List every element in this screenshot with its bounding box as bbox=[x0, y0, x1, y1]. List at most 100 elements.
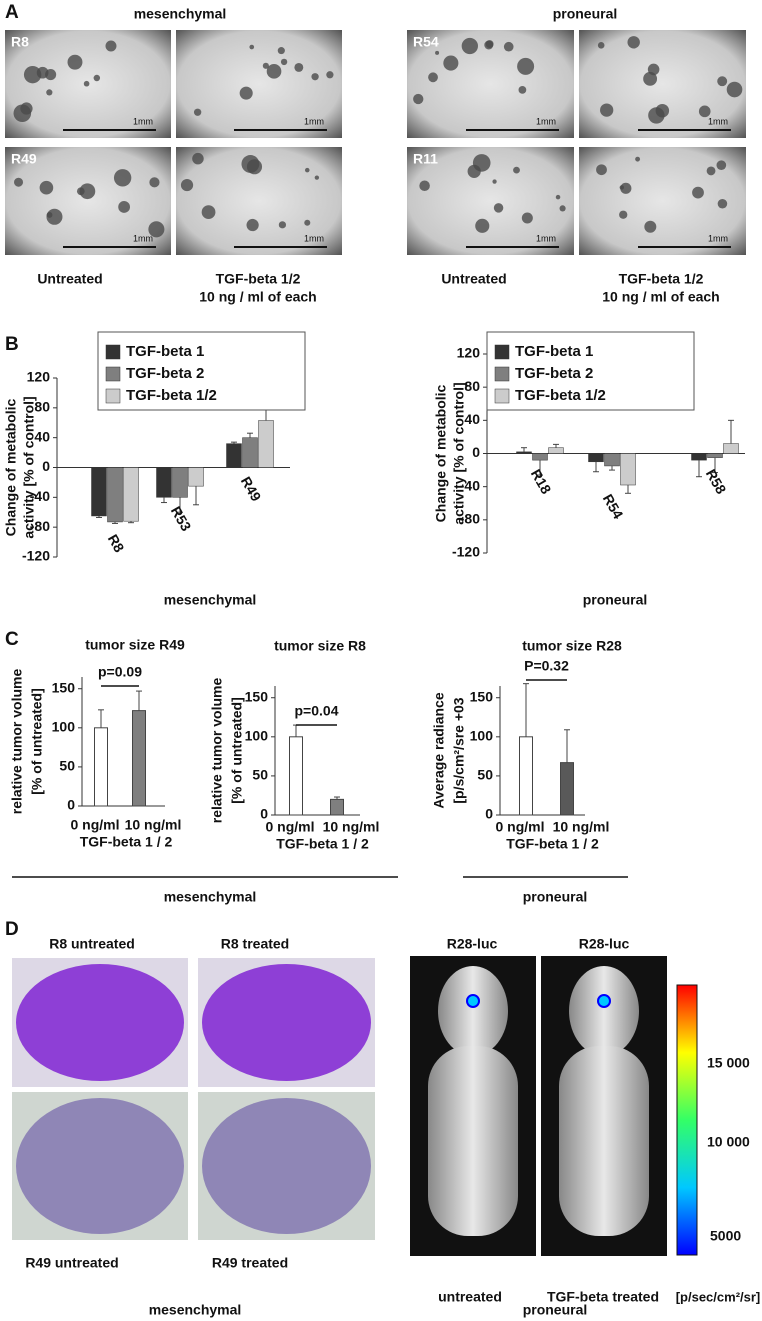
group-label: mesenchymal bbox=[164, 889, 257, 905]
spheroid bbox=[76, 187, 85, 196]
chart-title: tumor size R49 bbox=[85, 637, 185, 653]
x-tick-label: 10 ng/ml bbox=[125, 817, 182, 833]
bar bbox=[123, 467, 139, 522]
condition-label: TGF-beta 1/2 bbox=[619, 271, 704, 287]
scale-label: 1mm bbox=[304, 116, 324, 126]
bar bbox=[258, 420, 274, 468]
y-axis-label: activity [% of control] bbox=[451, 382, 467, 524]
panel-label: D bbox=[5, 919, 19, 940]
group-label: mesenchymal bbox=[164, 592, 257, 608]
spheroid bbox=[46, 89, 53, 96]
scale-label: 1mm bbox=[133, 116, 153, 126]
image-title: R8 treated bbox=[221, 936, 289, 952]
spheroid bbox=[304, 167, 310, 173]
condition-label: Untreated bbox=[441, 271, 506, 287]
spheroid bbox=[180, 178, 194, 192]
group-label: proneural bbox=[523, 1302, 588, 1318]
error-bar bbox=[96, 515, 102, 518]
spheroid bbox=[67, 54, 83, 70]
panel-label: C bbox=[5, 629, 19, 650]
x-tick-label: R49 bbox=[238, 474, 265, 504]
error-bar bbox=[231, 441, 237, 444]
spheroid bbox=[278, 221, 287, 229]
spheroid bbox=[280, 58, 288, 66]
y-tick-label: -40 bbox=[30, 488, 50, 504]
chart-title: tumor size R8 bbox=[274, 638, 366, 654]
legend-box bbox=[486, 331, 695, 411]
legend-box bbox=[97, 331, 306, 411]
x-axis-label: TGF-beta 1 / 2 bbox=[506, 836, 599, 852]
error-bar bbox=[696, 460, 702, 478]
spheroid bbox=[413, 93, 424, 105]
spheroid bbox=[277, 47, 285, 55]
sample-label: R11 bbox=[413, 151, 438, 167]
condition-label: 10 ng / ml of each bbox=[602, 289, 719, 305]
y-axis-label: [% of untreated] bbox=[29, 688, 45, 795]
spheroid bbox=[148, 221, 165, 238]
annotation: P=0.32 bbox=[524, 658, 569, 674]
bar bbox=[330, 798, 344, 816]
spheroid bbox=[118, 201, 131, 213]
spheroid bbox=[643, 71, 658, 86]
image-title: R28-luc bbox=[447, 936, 498, 952]
y-tick-label: 100 bbox=[245, 728, 269, 744]
bar bbox=[532, 453, 548, 461]
spheroid bbox=[492, 179, 497, 184]
error-bar bbox=[247, 432, 253, 438]
spheroid bbox=[644, 220, 657, 233]
scale-label: 1mm bbox=[708, 233, 728, 243]
x-tick-label: R58 bbox=[703, 466, 730, 496]
legend-swatch bbox=[105, 344, 121, 360]
mouse-body bbox=[428, 1046, 518, 1236]
error-bar bbox=[128, 521, 134, 524]
y-tick-label: 120 bbox=[27, 369, 51, 385]
spheroid bbox=[113, 169, 132, 187]
condition-label: Untreated bbox=[37, 271, 102, 287]
spheroid bbox=[314, 175, 320, 180]
spheroid bbox=[39, 180, 54, 195]
colorbar bbox=[676, 984, 698, 1256]
spheroid bbox=[435, 50, 440, 55]
error-bar bbox=[334, 796, 340, 800]
y-tick-label: 0 bbox=[260, 806, 268, 822]
mouse-body bbox=[559, 1046, 649, 1236]
spheroid bbox=[484, 40, 494, 50]
spheroid bbox=[46, 208, 63, 225]
y-tick-label: 150 bbox=[52, 679, 76, 695]
spheroid bbox=[627, 36, 640, 49]
brain-section bbox=[16, 964, 184, 1081]
error-bar bbox=[161, 497, 167, 504]
sample-label: R54 bbox=[413, 34, 439, 50]
spheroid bbox=[635, 156, 641, 162]
y-axis-label: Change of metabolic bbox=[433, 384, 449, 522]
x-tick-label: R18 bbox=[528, 466, 555, 496]
image-title: TGF-beta treated bbox=[547, 1289, 659, 1305]
y-tick-label: 80 bbox=[464, 378, 480, 394]
annotation: p=0.04 bbox=[295, 703, 339, 719]
error-bar bbox=[564, 729, 570, 763]
spheroid bbox=[149, 177, 160, 188]
signal bbox=[597, 994, 611, 1008]
chart-title: tumor size R28 bbox=[522, 638, 622, 654]
y-axis-label: Change of metabolic bbox=[3, 398, 19, 536]
y-tick-label: 100 bbox=[52, 719, 76, 735]
y-tick-label: 0 bbox=[485, 806, 493, 822]
legend-swatch bbox=[494, 388, 510, 404]
micrograph bbox=[407, 147, 574, 255]
spheroid bbox=[36, 66, 49, 79]
x-tick-label: 10 ng/ml bbox=[323, 819, 380, 835]
spheroid bbox=[706, 166, 716, 176]
spheroid bbox=[428, 72, 438, 83]
scale-label: 1mm bbox=[304, 233, 324, 243]
image-title: R8 untreated bbox=[49, 936, 135, 952]
mouse-head bbox=[438, 966, 508, 1056]
bar bbox=[519, 736, 533, 816]
error-bar bbox=[712, 457, 718, 474]
condition-label: TGF-beta 1/2 bbox=[216, 271, 301, 287]
annotation: p=0.09 bbox=[98, 664, 142, 680]
y-tick-label: 0 bbox=[67, 797, 75, 813]
spheroid bbox=[311, 73, 319, 81]
image-title: untreated bbox=[438, 1289, 502, 1305]
legend-label: TGF-beta 1 bbox=[515, 343, 593, 360]
spheroid bbox=[648, 107, 665, 124]
